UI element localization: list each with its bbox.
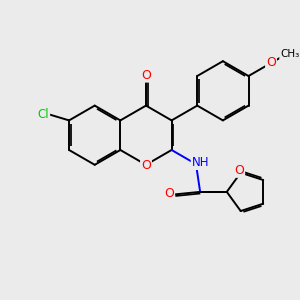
- Text: O: O: [141, 159, 151, 172]
- Text: O: O: [141, 69, 151, 82]
- Text: O: O: [164, 187, 174, 200]
- Text: O: O: [234, 164, 244, 177]
- Text: O: O: [266, 56, 276, 70]
- Text: Cl: Cl: [38, 107, 49, 121]
- Text: NH: NH: [192, 156, 209, 169]
- Text: CH₃: CH₃: [280, 49, 299, 59]
